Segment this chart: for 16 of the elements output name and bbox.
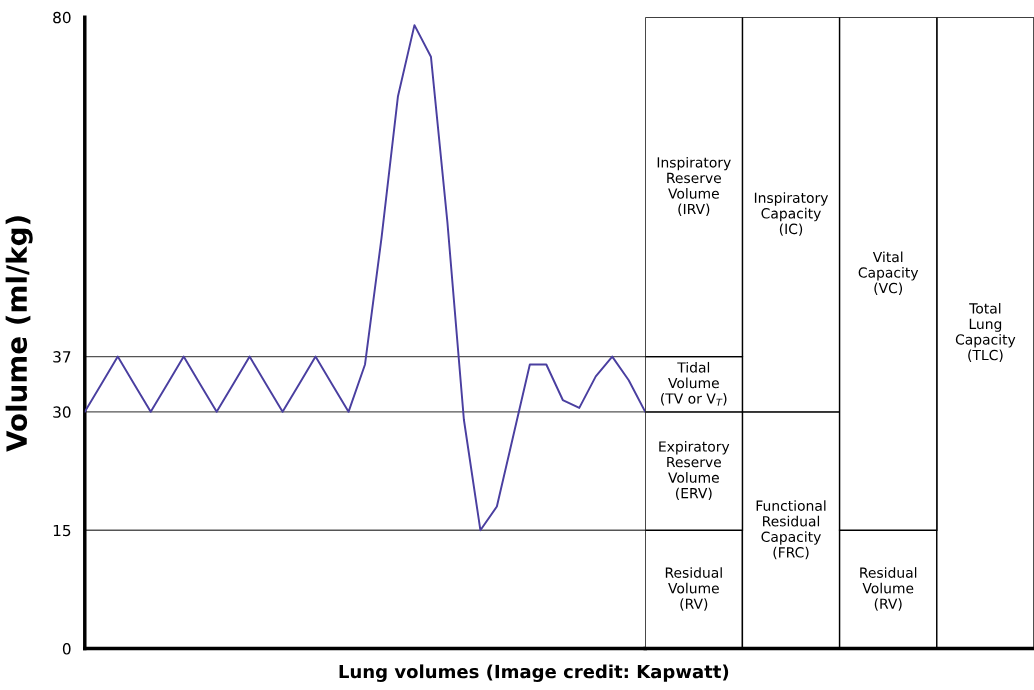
data-label: Vital Capacity (VC): [858, 251, 919, 295]
y-tick-label: 0: [62, 643, 71, 655]
x-axis-title: Lung volumes (Image credit: Kapwatt): [339, 664, 729, 682]
y-tick-label: 37: [53, 351, 71, 363]
data-label: Expiratory Reserve Volume (ERV): [659, 440, 730, 501]
y-tick-label: 15: [53, 524, 71, 537]
data-label: Residual Volume (RV): [860, 567, 917, 611]
y-tick-label: 30: [53, 406, 71, 418]
data-label: Residual Volume (RV): [665, 567, 722, 611]
data-label: Inspiratory Reserve Volume (IRV): [657, 156, 731, 216]
y-axis-title: Volume (ml/kg): [5, 216, 33, 452]
data-label: Inspiratory Capacity (IC): [754, 192, 829, 236]
data-label: Functional Residual Capacity (FRC): [756, 500, 826, 560]
y-tick-label: 80: [53, 11, 71, 24]
data-label: Tidal Volume (TV or V$_{T}$): [661, 361, 727, 406]
data-label: Total Lung Capacity (TLC): [955, 302, 1016, 362]
